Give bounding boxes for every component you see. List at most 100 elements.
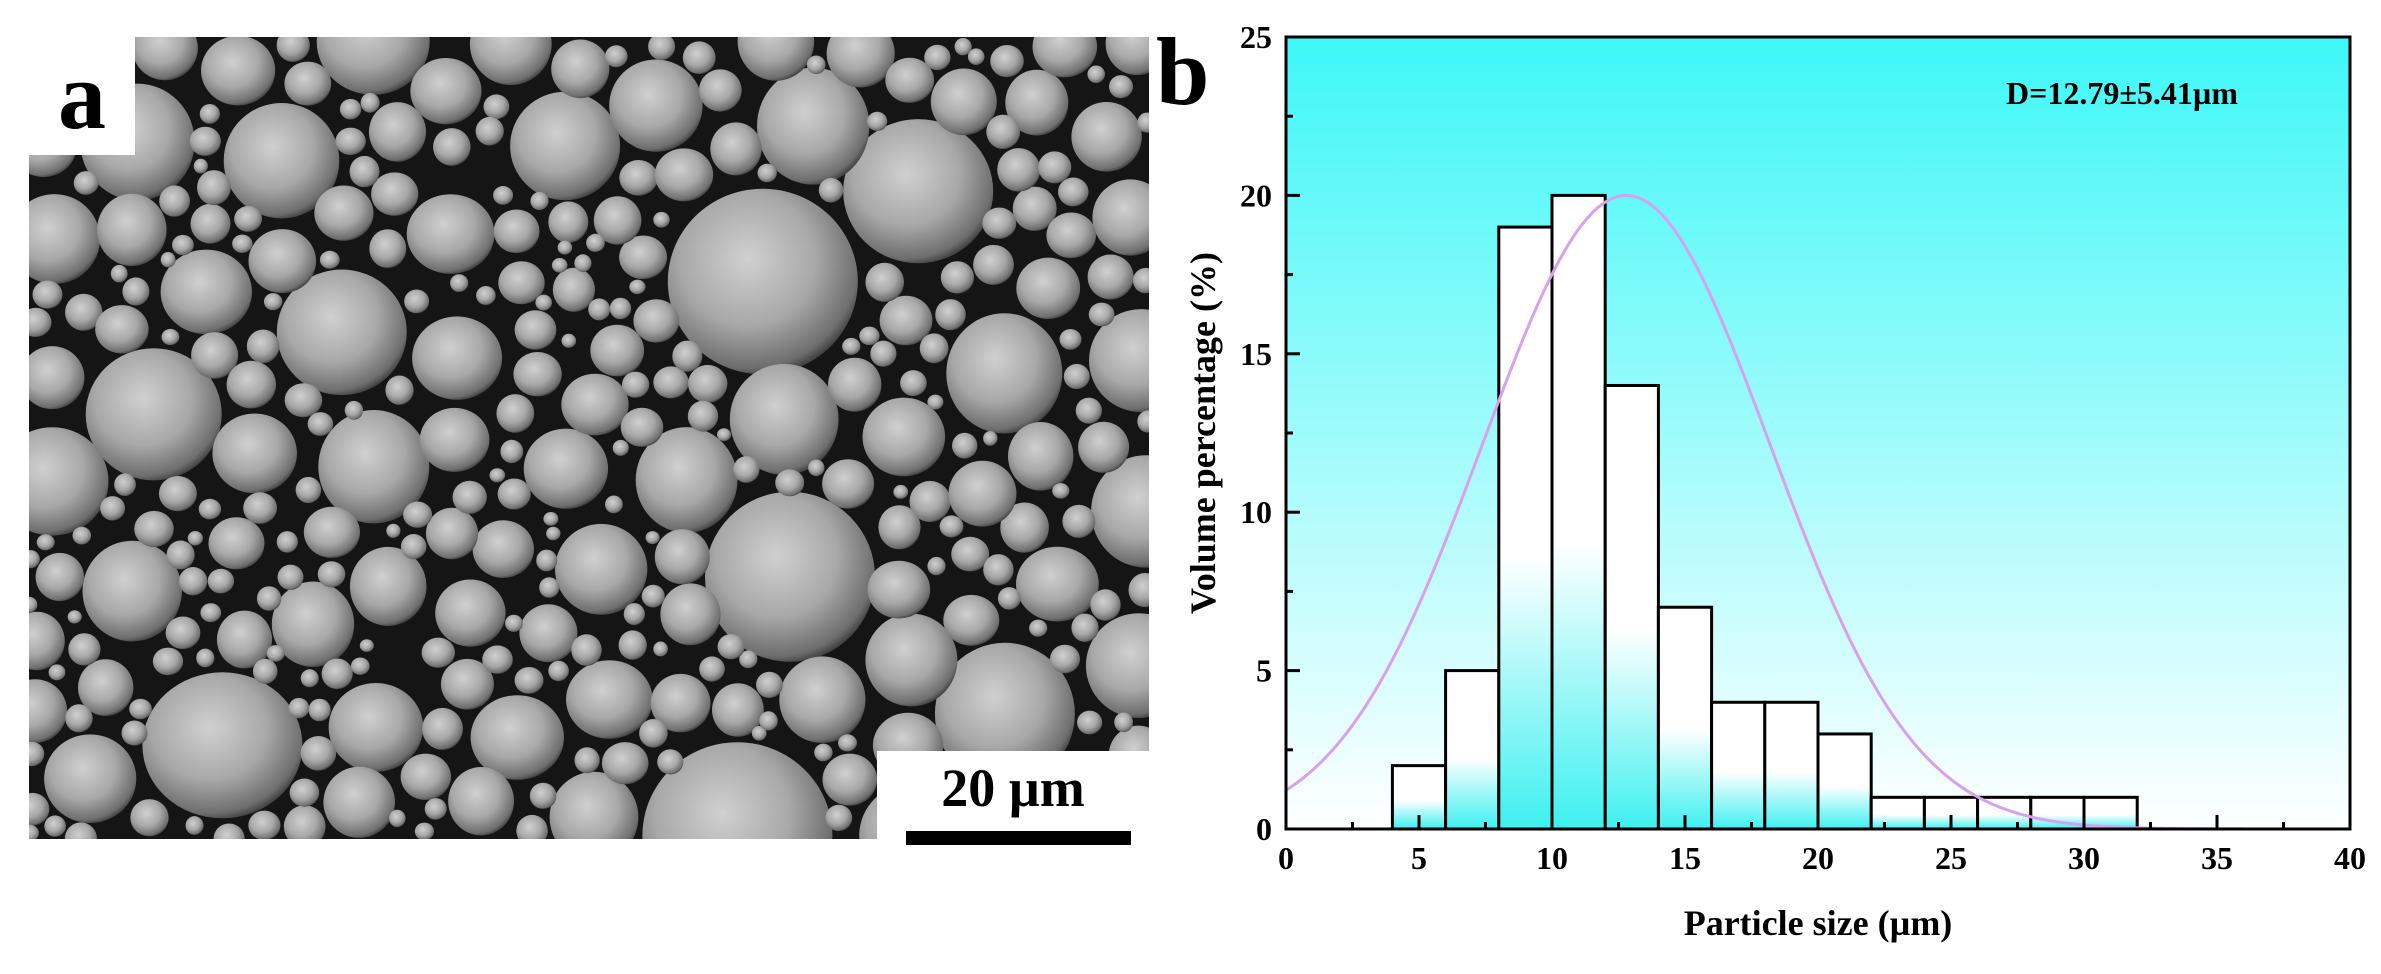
powder-particle <box>29 307 52 337</box>
powder-particle <box>1137 410 1149 433</box>
powder-particle <box>114 473 136 497</box>
powder-particle <box>729 363 839 475</box>
powder-particle <box>682 41 716 74</box>
powder-particle <box>410 58 482 125</box>
powder-particle <box>475 116 504 146</box>
powder-particle <box>1085 613 1149 718</box>
powder-particle <box>212 413 297 494</box>
powder-particle <box>422 707 463 750</box>
powder-particle <box>29 550 40 569</box>
powder-particle <box>130 799 169 837</box>
powder-particle <box>650 673 711 733</box>
powder-particle <box>561 373 629 436</box>
powder-particle <box>359 639 374 652</box>
powder-particle <box>97 193 167 266</box>
powder-particle <box>193 158 208 174</box>
powder-particle <box>386 523 401 538</box>
powder-particle <box>939 515 964 538</box>
powder-particle <box>552 267 596 312</box>
powder-particle <box>623 603 645 626</box>
powder-particle <box>276 531 298 553</box>
x-tick-label: 40 <box>2334 840 2366 876</box>
powder-particle <box>406 194 495 274</box>
powder-particle <box>496 394 535 433</box>
powder-particle <box>197 170 231 206</box>
powder-particle <box>349 155 380 188</box>
powder-particle <box>493 186 514 205</box>
histogram-bar <box>1497 225 1554 831</box>
powder-particle <box>642 742 833 839</box>
scale-bar-label: 20 µm <box>941 758 1085 818</box>
powder-particle <box>349 546 427 626</box>
powder-particle <box>67 610 82 624</box>
powder-particle <box>489 468 506 483</box>
powder-particle <box>121 720 148 746</box>
x-tick-label: 5 <box>1411 840 1427 876</box>
powder-particle <box>1000 502 1049 553</box>
powder-particle <box>82 540 182 642</box>
powder-particle <box>990 45 1024 78</box>
powder-particle <box>160 249 252 335</box>
powder-particle <box>314 185 374 241</box>
powder-particle <box>450 274 469 292</box>
powder-particle <box>1087 254 1134 300</box>
powder-particle <box>574 747 600 774</box>
powder-particle <box>973 244 1014 285</box>
powder-particle <box>1016 546 1099 622</box>
powder-particle <box>161 328 180 346</box>
powder-particle <box>814 743 833 762</box>
powder-particle <box>178 567 208 596</box>
powder-particle <box>165 616 201 650</box>
powder-particle <box>172 234 194 256</box>
powder-particle <box>620 407 664 447</box>
powder-particle <box>698 69 742 112</box>
powder-particle <box>412 316 503 400</box>
powder-particle <box>36 534 55 551</box>
powder-particle <box>733 456 760 483</box>
powder-particle <box>266 645 285 662</box>
powder-particle <box>35 552 84 602</box>
powder-particle <box>935 299 966 331</box>
powder-particle <box>1050 644 1080 674</box>
powder-particle <box>1109 75 1133 99</box>
powder-particle <box>885 57 935 103</box>
powder-particle <box>1088 302 1115 327</box>
powder-particle <box>648 37 676 61</box>
sem-micrograph <box>29 37 1149 839</box>
powder-particle <box>424 798 447 820</box>
powder-particle <box>838 734 857 752</box>
powder-particle <box>226 360 276 409</box>
powder-particle <box>1063 363 1090 390</box>
powder-particle <box>687 400 719 432</box>
powder-particle <box>822 753 878 806</box>
powder-particle <box>328 683 424 772</box>
powder-particle <box>1012 186 1057 231</box>
powder-particle <box>828 357 882 412</box>
powder-particle <box>1071 613 1099 642</box>
powder-particle <box>1029 619 1048 637</box>
powder-particle <box>751 726 767 741</box>
powder-particle <box>879 295 933 346</box>
powder-particle <box>893 484 909 499</box>
powder-particle <box>983 431 998 446</box>
powder-particle <box>654 529 710 585</box>
powder-particle <box>300 669 319 688</box>
powder-particle <box>132 37 198 81</box>
powder-particle <box>586 233 605 252</box>
powder-particle <box>319 250 340 269</box>
histogram-bar <box>1603 383 1660 831</box>
histogram-bar <box>1816 732 1873 831</box>
powder-particle <box>825 804 853 832</box>
powder-particle <box>909 480 951 523</box>
powder-particle <box>986 114 1021 149</box>
powder-particle <box>201 37 276 106</box>
powder-particle <box>1105 37 1149 76</box>
powder-particle <box>919 333 949 364</box>
powder-particle <box>448 767 514 836</box>
powder-particle <box>29 679 68 743</box>
y-tick-label: 25 <box>1240 19 1272 55</box>
y-tick-label: 10 <box>1240 494 1272 530</box>
powder-particle <box>930 68 997 136</box>
powder-particle <box>142 672 303 819</box>
powder-particle <box>1075 397 1102 424</box>
